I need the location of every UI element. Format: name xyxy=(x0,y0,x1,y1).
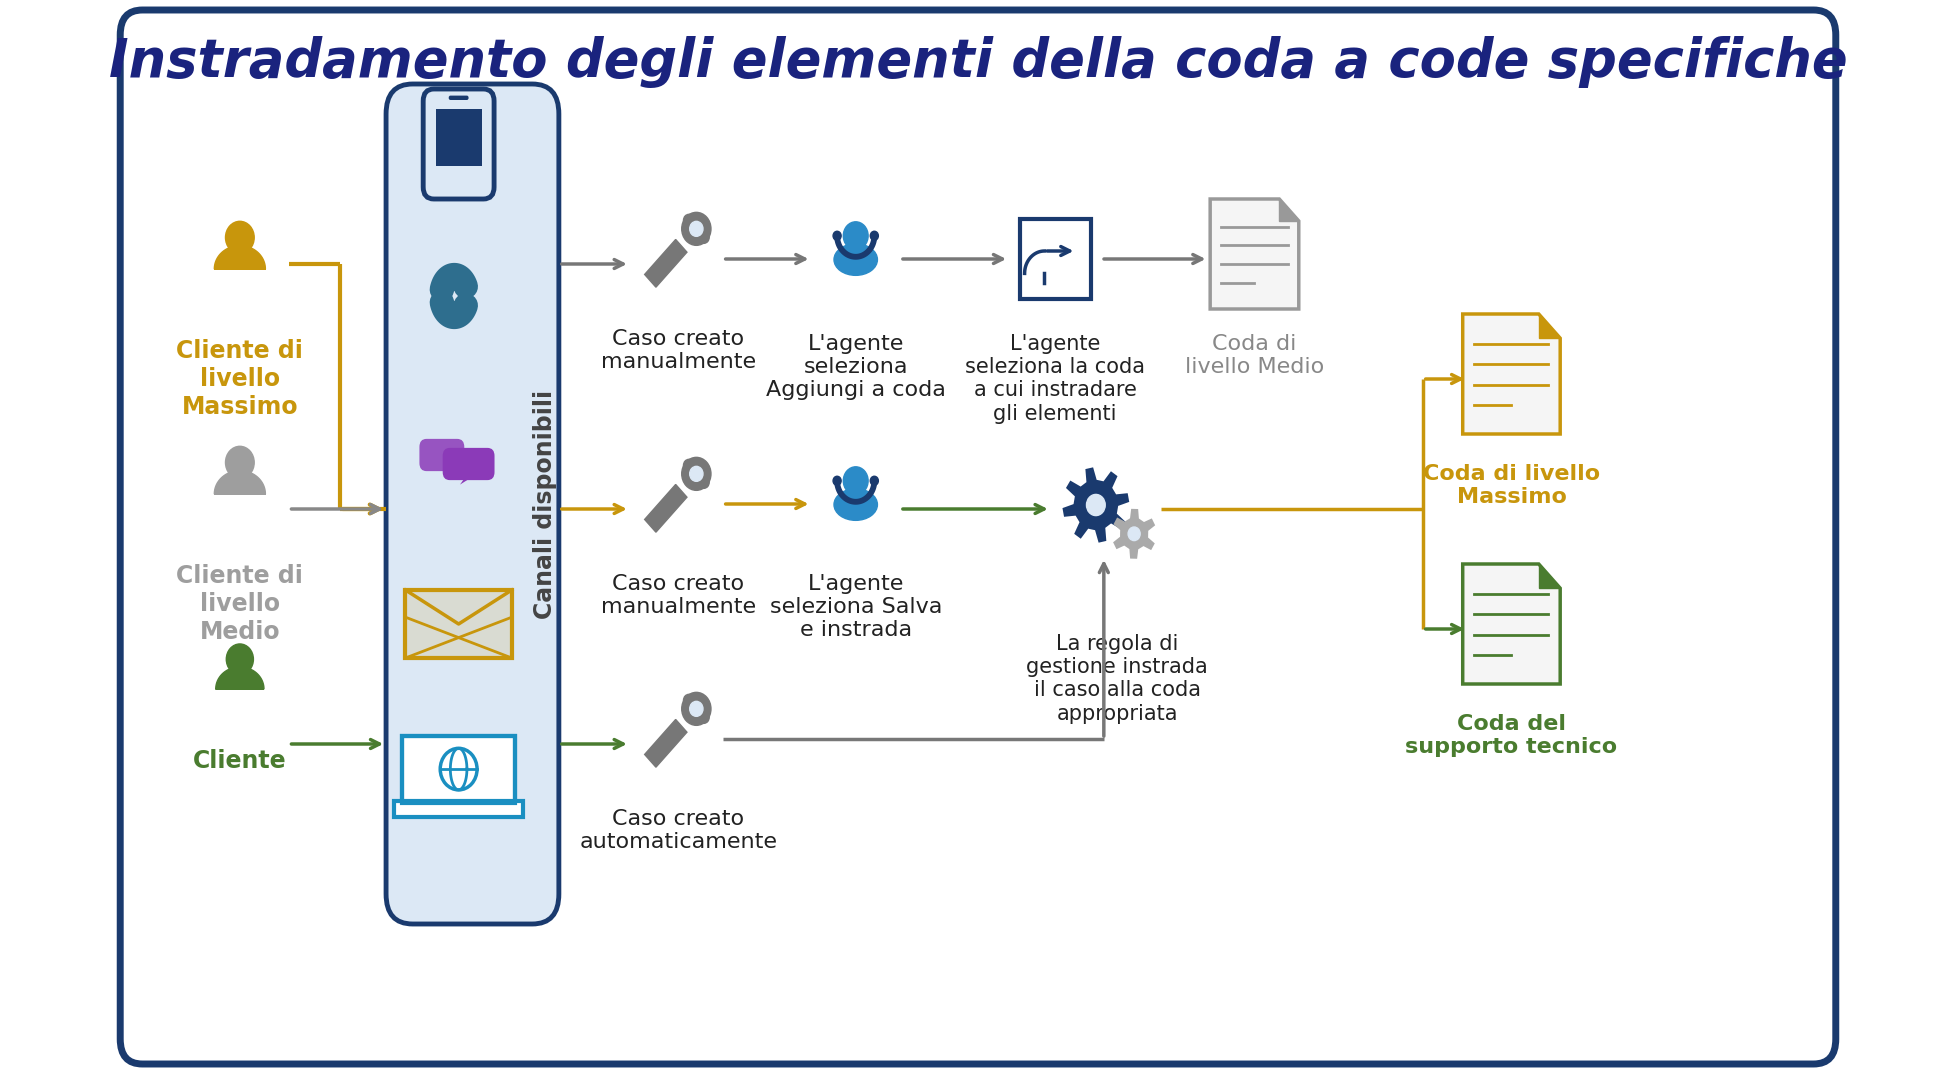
Circle shape xyxy=(833,231,841,241)
Circle shape xyxy=(682,458,710,491)
Circle shape xyxy=(698,477,710,489)
FancyBboxPatch shape xyxy=(385,84,559,924)
Polygon shape xyxy=(1112,509,1155,558)
Text: Caso creato
automaticamente: Caso creato automaticamente xyxy=(579,809,776,852)
Text: L'agente
seleziona
Aggiungi a coda: L'agente seleziona Aggiungi a coda xyxy=(766,334,944,401)
Polygon shape xyxy=(1462,314,1560,434)
Text: L'agente
seleziona Salva
e instrada: L'agente seleziona Salva e instrada xyxy=(768,574,942,640)
Circle shape xyxy=(690,466,702,481)
Polygon shape xyxy=(459,477,471,484)
Text: Cliente di
livello
Medio: Cliente di livello Medio xyxy=(176,564,303,643)
FancyBboxPatch shape xyxy=(395,800,522,817)
Circle shape xyxy=(843,467,868,495)
Text: Coda di livello
Massimo: Coda di livello Massimo xyxy=(1421,464,1599,507)
Circle shape xyxy=(1128,527,1140,540)
Circle shape xyxy=(227,644,254,674)
FancyBboxPatch shape xyxy=(1019,219,1091,299)
Polygon shape xyxy=(1279,199,1298,221)
Ellipse shape xyxy=(833,244,878,275)
Polygon shape xyxy=(1210,199,1298,309)
FancyBboxPatch shape xyxy=(442,448,495,480)
Text: Caso creato
manualmente: Caso creato manualmente xyxy=(600,574,757,618)
Text: Canali disponibili: Canali disponibili xyxy=(532,390,557,619)
Polygon shape xyxy=(215,667,264,690)
Circle shape xyxy=(225,447,254,479)
Circle shape xyxy=(698,231,710,244)
Text: Coda del
supporto tecnico: Coda del supporto tecnico xyxy=(1406,714,1617,757)
Circle shape xyxy=(682,213,710,245)
Circle shape xyxy=(690,221,702,236)
Circle shape xyxy=(698,711,710,723)
Polygon shape xyxy=(1539,314,1560,338)
FancyBboxPatch shape xyxy=(119,10,1836,1064)
Text: La regola di
gestione instrada
il caso alla coda
appropriata: La regola di gestione instrada il caso a… xyxy=(1026,634,1208,724)
FancyBboxPatch shape xyxy=(448,96,469,100)
Circle shape xyxy=(225,221,254,253)
Polygon shape xyxy=(1462,564,1560,684)
Polygon shape xyxy=(645,240,686,287)
Circle shape xyxy=(682,215,694,227)
Circle shape xyxy=(870,476,878,485)
Text: Caso creato
manualmente: Caso creato manualmente xyxy=(600,329,757,373)
Text: Coda di
livello Medio: Coda di livello Medio xyxy=(1185,334,1324,377)
Ellipse shape xyxy=(833,489,878,520)
FancyBboxPatch shape xyxy=(418,439,463,471)
Circle shape xyxy=(843,222,868,250)
Circle shape xyxy=(870,231,878,241)
Polygon shape xyxy=(215,246,266,268)
FancyBboxPatch shape xyxy=(403,736,514,802)
Circle shape xyxy=(690,701,702,716)
Circle shape xyxy=(682,460,694,471)
FancyBboxPatch shape xyxy=(405,590,512,658)
Text: Cliente di
livello
Massimo: Cliente di livello Massimo xyxy=(176,339,303,419)
FancyBboxPatch shape xyxy=(436,108,481,166)
Polygon shape xyxy=(1062,467,1128,542)
Circle shape xyxy=(833,476,841,485)
Polygon shape xyxy=(215,470,266,494)
Polygon shape xyxy=(645,484,686,533)
Text: L'agente
seleziona la coda
a cui instradare
gli elementi: L'agente seleziona la coda a cui instrad… xyxy=(964,334,1144,423)
Circle shape xyxy=(682,693,710,725)
Circle shape xyxy=(1085,494,1105,516)
Text: Instradamento degli elementi della coda a code specifiche: Instradamento degli elementi della coda … xyxy=(109,37,1846,88)
Polygon shape xyxy=(1539,564,1560,589)
Text: Cliente: Cliente xyxy=(194,749,287,773)
Polygon shape xyxy=(645,720,686,767)
Circle shape xyxy=(682,695,694,707)
